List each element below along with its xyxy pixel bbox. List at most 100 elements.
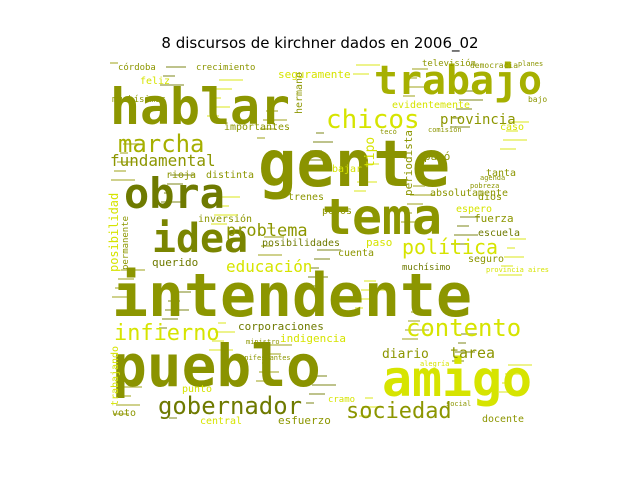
word-inversión: inversión [198,213,252,225]
filler-mark [116,404,140,406]
word-pesos: pesos [322,206,352,217]
filler-mark [261,245,273,247]
filler-mark [505,373,521,375]
filler-mark [117,161,137,163]
filler-mark [111,179,135,181]
word-córdoba: córdoba [118,62,156,73]
filler-mark [404,212,412,214]
filler-mark [459,99,483,101]
filler-mark [211,223,227,225]
word-idea: idea [152,216,248,262]
filler-mark [405,329,429,331]
filler-mark [218,322,226,324]
filler-mark [304,168,320,170]
filler-mark [306,402,314,404]
filler-mark [309,393,325,395]
word-corporaciones: corporaciones [238,320,324,333]
word-muchísimas: muchísimas [112,95,166,105]
filler-mark [407,203,423,205]
filler-mark [455,351,475,353]
word-contento: contento [406,314,521,342]
word-periodista: periodista [402,130,415,196]
filler-mark [308,276,328,278]
filler-mark [453,117,461,119]
filler-mark [498,274,522,276]
word-trabajo: trabajo [374,58,542,104]
filler-mark [402,338,418,340]
word-fuerza: fuerza [474,212,514,225]
word-amigo: amigo [382,350,532,408]
word-espero: espero [456,204,492,215]
word-chicos: chicos [326,105,420,135]
word-importantes: importantes [224,122,290,133]
filler-mark [307,159,331,161]
filler-mark [112,296,132,298]
word-alegría: alegría [420,360,449,368]
word-escuela: escuela [478,228,520,239]
word-fundamental: fundamental [110,151,216,170]
word-indigencia: indigencia [280,332,346,345]
word-educación: educación [226,257,312,276]
filler-mark [168,300,180,302]
filler-mark [360,172,368,174]
filler-mark [122,386,142,388]
word-pobreza: pobreza [470,182,499,190]
word-pueblo: pueblo [112,332,321,400]
filler-mark [364,280,376,282]
filler-mark [452,360,464,362]
filler-mark [258,254,282,256]
word-trenes: trenes [288,192,324,203]
filler-mark [119,395,131,397]
word-permanente: permanente [121,216,131,270]
filler-mark [461,333,477,335]
filler-mark [462,90,474,92]
filler-mark [314,258,330,260]
word-bajar: bajar [332,164,362,175]
filler-mark [499,391,519,393]
filler-mark [451,243,467,245]
word-cuenta: cuenta [338,248,374,259]
word-gente: gente [258,128,450,202]
word-seguro: seguro [468,254,504,265]
filler-mark [362,406,382,408]
filler-mark [118,278,134,280]
word-tipo: tipo [363,137,378,168]
filler-mark [214,214,238,216]
filler-mark [171,291,191,293]
filler-mark [506,130,518,132]
filler-mark [316,132,324,134]
filler-mark [166,66,186,68]
filler-mark [220,196,240,198]
filler-mark [457,225,469,227]
word-infierno: infierno [114,321,220,346]
filler-mark [260,128,276,130]
filler-mark [363,163,379,165]
word-rioja: rioja [166,170,196,181]
word-evidentemente: evidentemente [392,100,470,111]
word-planes: planes [518,60,543,68]
filler-mark [169,417,177,419]
word-gobernador: gobernador [158,392,302,420]
word-punto: punto [182,384,212,395]
filler-mark [355,307,363,309]
word-bajo: bajo [528,95,547,104]
filler-mark [110,62,118,64]
word-televisión: televisión [422,58,476,69]
filler-mark [305,285,317,287]
filler-mark [259,371,279,373]
word-ministro: ministro [246,338,280,346]
filler-mark [267,227,275,229]
word-diario: diario [382,347,429,362]
filler-mark [509,121,529,123]
filler-mark [113,413,129,415]
word-voto: voto [112,408,136,419]
filler-mark [114,170,126,172]
word-pasó: pasó [424,150,450,163]
word-sociedad: sociedad [346,399,452,424]
word-posibilidades: posibilidades [262,238,340,249]
filler-mark [266,110,278,112]
filler-mark [502,382,510,384]
filler-mark [358,298,374,300]
word-provincia: provincia [440,112,516,128]
filler-mark [312,384,336,386]
